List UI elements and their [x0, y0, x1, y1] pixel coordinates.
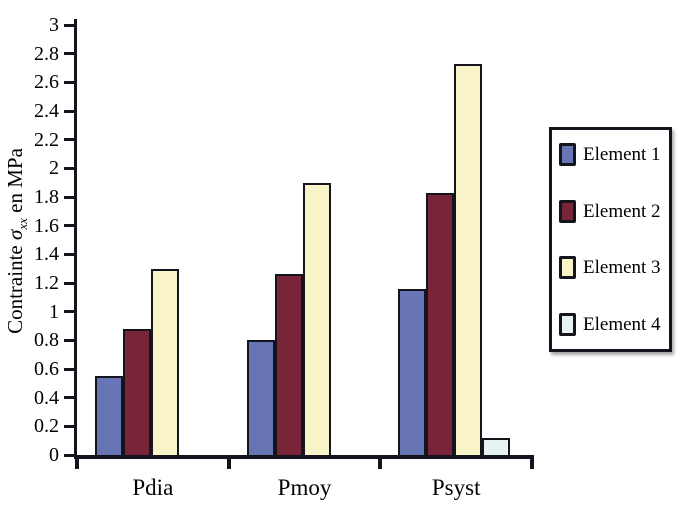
legend-item: Element 4	[559, 312, 666, 336]
legend-swatch	[559, 312, 576, 336]
y-tick-mark	[64, 396, 74, 400]
legend-item: Element 3	[559, 256, 666, 280]
bar-group-pdia	[77, 25, 229, 455]
legend-swatch	[559, 256, 576, 280]
y-tick-mark	[64, 424, 74, 428]
y-tick-mark	[64, 80, 74, 84]
legend-label: Element 4	[583, 313, 661, 335]
y-tick-mark	[64, 195, 74, 199]
y-tick-mark	[64, 310, 74, 314]
x-tick-label: Pdia	[132, 475, 174, 500]
y-tick-label: 1.8	[34, 186, 59, 208]
legend: Element 1 Element 2 Element 3 Element 4	[549, 127, 672, 352]
x-tick-mark	[530, 455, 534, 469]
y-tick-mark	[64, 52, 74, 56]
y-tick-label: 3	[49, 14, 59, 36]
y-tick-mark	[64, 281, 74, 285]
bar-group-pmoy	[229, 25, 381, 455]
y-tick-label: 2	[49, 157, 59, 180]
y-tick-mark	[64, 252, 74, 256]
legend-item: Element 2	[559, 199, 666, 223]
legend-item: Element 1	[559, 143, 666, 166]
x-axis-line	[74, 455, 533, 459]
y-tick-label: 2.4	[34, 100, 59, 122]
y-tick-mark	[64, 453, 74, 457]
y-tick-label: 2.6	[34, 71, 59, 94]
plot-area: 0 0.2 0.4 0.6 0.8 1 1.2 1.4 1.6 1.8 2 2.2 2.4 2.6 2.8 3	[34, 15, 534, 469]
bar-element-3	[151, 269, 179, 455]
y-tick-mark	[64, 166, 74, 170]
bar-element-1	[246, 340, 275, 455]
y-tick-mark	[64, 224, 74, 228]
x-tick-mark	[378, 455, 383, 469]
legend-label: Element 2	[583, 200, 661, 222]
y-tick-mark	[64, 338, 74, 342]
bar-row	[398, 64, 511, 455]
x-tick-mark	[75, 455, 79, 469]
y-tick-label: 0.2	[34, 415, 59, 438]
y-tick-mark	[64, 138, 74, 142]
y-tick-mark	[64, 23, 74, 27]
legend-swatch	[559, 199, 576, 223]
y-axis-line	[74, 19, 77, 459]
bar-row	[246, 183, 331, 455]
bar-element-2	[426, 193, 455, 455]
y-tick-label: 0.8	[34, 329, 59, 352]
bar-element-2	[274, 274, 303, 455]
bar-element-1	[95, 376, 123, 455]
y-tick-label: 2.2	[34, 128, 59, 151]
x-tick-label: Psyst	[431, 475, 481, 500]
x-tick-mark	[226, 455, 231, 469]
y-tick-mark	[64, 109, 74, 113]
y-tick-label: 0.6	[34, 358, 59, 380]
bar-group-psyst	[380, 25, 532, 455]
legend-swatch	[559, 143, 576, 166]
y-tick-label: 1	[49, 300, 59, 323]
x-axis-labels: Pdia Pmoy Psyst	[77, 474, 532, 502]
bar-element-3	[302, 183, 331, 455]
bar-row	[95, 269, 179, 455]
bar-element-2	[123, 329, 151, 455]
y-tick-label: 1.2	[34, 272, 59, 294]
legend-label: Element 1	[583, 144, 661, 165]
y-tick-label: 0	[49, 444, 59, 466]
y-tick-label: 1.4	[34, 243, 59, 266]
y-tick-label: 0.4	[34, 386, 59, 409]
bar-element-1	[398, 289, 427, 455]
bar-element-3	[454, 64, 483, 455]
bar-element-4	[482, 438, 511, 455]
x-tick-label: Pmoy	[277, 475, 332, 500]
y-tick-mark	[64, 367, 74, 371]
legend-label: Element 3	[583, 257, 661, 279]
y-tick-label: 1.6	[34, 214, 59, 237]
y-tick-label: 2.8	[34, 42, 59, 65]
